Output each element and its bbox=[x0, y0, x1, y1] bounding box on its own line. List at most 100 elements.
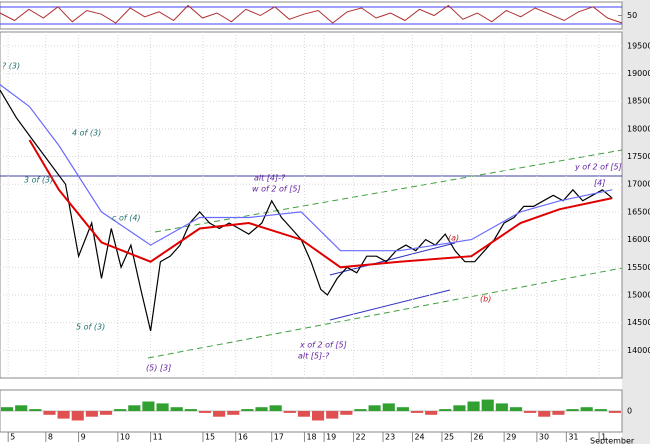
hist-bar bbox=[552, 411, 565, 415]
channel-line bbox=[154, 149, 623, 233]
x-tick-label: 11 bbox=[153, 433, 163, 442]
oscillator-panel bbox=[0, 1, 623, 30]
x-tick-label: 15 bbox=[205, 433, 215, 442]
x-tick-label: 16 bbox=[238, 433, 248, 442]
annotation: (b) bbox=[480, 295, 491, 304]
hist-bar bbox=[340, 411, 353, 415]
hist-bar bbox=[594, 409, 607, 411]
hist-bar bbox=[538, 411, 551, 417]
hist-bar bbox=[410, 411, 424, 413]
hist-bar bbox=[326, 411, 339, 419]
x-tick-label: 5 bbox=[10, 433, 15, 442]
x-tick-label: 19 bbox=[326, 433, 336, 442]
hist-bar bbox=[453, 405, 466, 411]
hist-bar bbox=[283, 411, 296, 413]
hist-bar bbox=[566, 409, 579, 411]
y-tick-label: 14500 bbox=[627, 318, 650, 327]
price-line bbox=[0, 89, 613, 332]
annotation: 5 of (3) bbox=[76, 323, 105, 332]
oscillator-line bbox=[0, 4, 623, 24]
annotation: c of (4) bbox=[112, 214, 141, 223]
y-tick-label: 14000 bbox=[627, 346, 650, 355]
annotation: 4 of (3) bbox=[72, 129, 101, 138]
hist-bar bbox=[467, 401, 480, 411]
hist-bar bbox=[425, 411, 438, 415]
annotation: [4] bbox=[594, 179, 605, 188]
hist-bar bbox=[128, 405, 141, 411]
y-tick-label: 18000 bbox=[627, 124, 650, 133]
hist-bar bbox=[170, 407, 183, 411]
hist-bar bbox=[481, 399, 494, 411]
x-tick-label: 8 bbox=[48, 433, 53, 442]
x-tick-label: 30 bbox=[539, 433, 549, 442]
x-tick-label: 31 bbox=[568, 433, 578, 442]
hist-bar bbox=[255, 407, 268, 411]
annotation: ? (3) bbox=[2, 62, 20, 71]
hist-bar bbox=[382, 403, 395, 411]
y-tick-label: 17500 bbox=[627, 152, 650, 161]
hist-bar bbox=[184, 409, 197, 411]
hist-tick-label: 0 bbox=[627, 407, 632, 416]
hist-bar bbox=[1, 407, 14, 411]
x-tick-label: 26 bbox=[473, 433, 483, 442]
annotation: alt [5]-? bbox=[298, 352, 330, 361]
annotation: 3 of (3) bbox=[24, 176, 53, 185]
hist-bar bbox=[227, 411, 240, 415]
hist-bar bbox=[99, 411, 113, 415]
price-line bbox=[28, 139, 613, 269]
y-tick-label: 15500 bbox=[627, 263, 650, 272]
x-tick-label: 24 bbox=[414, 433, 424, 442]
hist-bar bbox=[608, 411, 621, 413]
hist-bar bbox=[29, 409, 42, 411]
y-tick-label: 16500 bbox=[627, 207, 650, 216]
hist-bar bbox=[524, 411, 537, 413]
channel-line bbox=[147, 267, 623, 359]
hist-bar bbox=[354, 409, 367, 411]
x-tick-label: 1 bbox=[601, 433, 606, 442]
x-tick-label: 23 bbox=[385, 433, 395, 442]
y-tick-label: 17000 bbox=[627, 180, 650, 189]
x-month-label: September bbox=[590, 437, 635, 444]
annotation: y of 2 of [5] bbox=[574, 163, 622, 172]
x-tick-label: 17 bbox=[274, 433, 284, 442]
x-tick-label: 10 bbox=[120, 433, 130, 442]
osc-tick-label: 50 bbox=[627, 11, 637, 20]
hist-bar bbox=[368, 405, 381, 411]
y-tick-label: 19500 bbox=[627, 41, 650, 50]
y-tick-label: 15000 bbox=[627, 290, 650, 299]
hist-bar bbox=[15, 405, 28, 411]
hist-bar bbox=[43, 411, 56, 415]
annotation: (5) [3] bbox=[146, 364, 171, 373]
hist-bar bbox=[509, 407, 523, 411]
x-tick-label: 18 bbox=[306, 433, 316, 442]
hist-bar bbox=[213, 411, 226, 417]
hist-bar bbox=[156, 403, 169, 411]
price-panel bbox=[0, 31, 623, 379]
hist-bar bbox=[85, 411, 98, 417]
y-tick-label: 19000 bbox=[627, 69, 650, 78]
hist-bar bbox=[297, 411, 310, 417]
annotation: (a) bbox=[448, 234, 459, 243]
hist-bar bbox=[71, 411, 84, 421]
y-tick-label: 18500 bbox=[627, 97, 650, 106]
hist-bar bbox=[396, 407, 409, 411]
hist-bar bbox=[312, 411, 325, 421]
annotation: x of 2 of [5] bbox=[299, 341, 347, 350]
hist-bar bbox=[198, 411, 212, 413]
x-tick-label: 25 bbox=[444, 433, 454, 442]
axis-strip bbox=[622, 0, 650, 444]
annotation: alt [4]-? bbox=[254, 174, 286, 183]
x-tick-label: 29 bbox=[506, 433, 516, 442]
hist-bar bbox=[114, 409, 127, 411]
hist-bar bbox=[269, 405, 282, 411]
price-line bbox=[0, 84, 613, 252]
hist-bar bbox=[439, 409, 452, 411]
x-tick-label: 22 bbox=[356, 433, 366, 442]
y-tick-label: 16000 bbox=[627, 235, 650, 244]
hist-bar bbox=[57, 411, 70, 419]
hist-bar bbox=[241, 409, 254, 411]
hist-bar bbox=[580, 407, 593, 411]
annotation: w of 2 of [5] bbox=[252, 185, 301, 194]
